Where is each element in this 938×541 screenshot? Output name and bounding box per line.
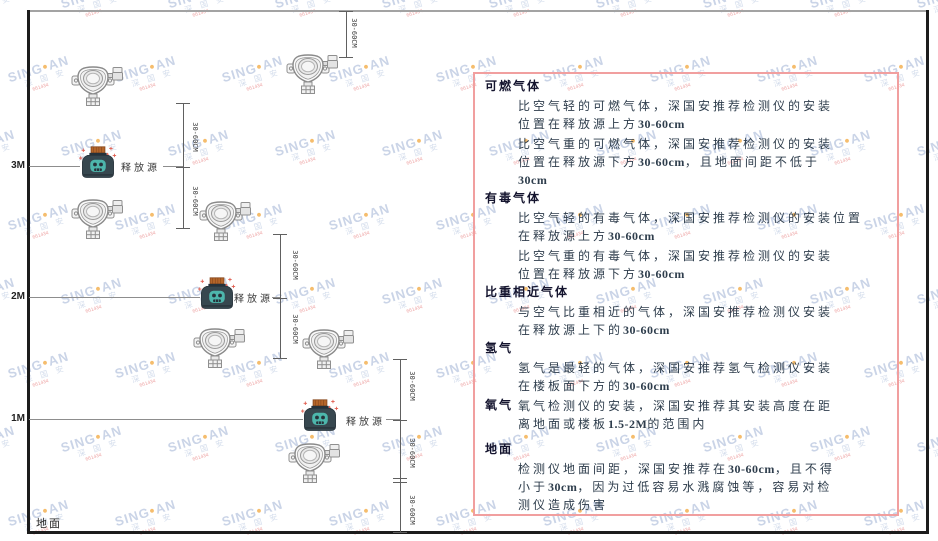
height-label-3m: 3M xyxy=(11,160,25,171)
panel-section: 地面 检测仪地面间距，深国安推荐在30-60cm，且不得 小于30cm，因为过低容易… xyxy=(485,442,885,514)
ground-line xyxy=(27,531,929,534)
section-heading: 地面 xyxy=(485,442,514,456)
dimension-tick xyxy=(339,57,353,58)
section-paragraph: 比空气重的可燃气体，深国安推荐检测仪的安装 位置在释放源下方30-60cm，且地面… xyxy=(518,137,834,187)
dimension-tick xyxy=(393,359,407,360)
dimension-label: 30-60CM xyxy=(191,122,199,152)
info-panel-content: 可燃气体比空气轻的可燃气体，深国安推荐检测仪的安装 位置在释放源上方30-60cm… xyxy=(485,79,885,514)
release-source-icon-2m xyxy=(198,276,236,309)
dimension-tick xyxy=(273,358,287,359)
section-paragraph: 比空气轻的可燃气体，深国安推荐检测仪的安装 位置在释放源上方30-60cm xyxy=(518,99,834,131)
dimension-tick xyxy=(393,420,407,421)
section-paragraph: 比空气轻的有毒气体，深国安推荐检测仪的安装位置 在释放源上方30-60cm xyxy=(518,211,864,243)
dimension-label: 30-60CM xyxy=(408,495,416,525)
section-heading: 氧气 xyxy=(485,398,514,412)
left-wall-line xyxy=(27,10,30,534)
section-heading: 可燃气体 xyxy=(485,79,542,93)
height-label-1m: 1M xyxy=(11,413,25,424)
release-source-label-3m: 释放源 xyxy=(121,163,160,174)
dimension-line-3m xyxy=(183,103,184,228)
gas-detector-icon-below-3m-source xyxy=(71,197,123,239)
panel-section: 可燃气体比空气轻的可燃气体，深国安推荐检测仪的安装 位置在释放源上方30-60cm… xyxy=(485,79,885,189)
guide-line-3m xyxy=(29,166,80,167)
dimension-tick xyxy=(393,478,407,479)
dimension-tick xyxy=(393,532,407,533)
panel-section: 有毒气体比空气轻的有毒气体，深国安推荐检测仪的安装位置 在释放源上方30-60cm… xyxy=(485,191,885,283)
gas-detector-icon-below-1m-source xyxy=(288,441,340,483)
gas-detector-icon-above-2m-source xyxy=(199,199,251,241)
section-heading: 氢气 xyxy=(485,341,514,355)
release-source-icon-1m xyxy=(301,398,339,431)
dimension-tick xyxy=(176,228,190,229)
section-heading: 有毒气体 xyxy=(485,191,542,205)
dimension-label: 30-60CM xyxy=(291,250,299,280)
section-heading: 比重相近气体 xyxy=(485,285,570,299)
height-label-2m: 2M xyxy=(11,291,25,302)
dimension-tick xyxy=(176,103,190,104)
guide-line-1m xyxy=(29,419,303,420)
dimension-line-1m xyxy=(400,359,401,533)
connector-line-3m xyxy=(163,166,183,167)
connector-line-2m xyxy=(272,297,280,298)
release-source-label-2m: 释放源 xyxy=(234,294,273,305)
dimension-label: 30-60CM xyxy=(408,438,416,468)
section-paragraph: 与空气比重相近的气体，深国安推荐检测仪安装 在释放源上下的30-60cm xyxy=(518,305,834,337)
section-paragraph: 氧气检测仪的安装，深国安推荐其安装高度在距 离地面或楼板1.5-2M的范围内 xyxy=(518,399,834,431)
section-paragraph: 比空气重的有毒气体，深国安推荐检测仪的安装 位置在释放源下方30-60cm xyxy=(518,249,834,281)
ceiling-line xyxy=(28,10,929,12)
dimension-label: 30-60CM xyxy=(291,314,299,344)
dimension-tick xyxy=(339,11,353,12)
dimension-label: 30-60CM xyxy=(408,371,416,401)
dimension-label: 30-60CM xyxy=(350,18,358,48)
gas-detector-icon-above-1m-source xyxy=(302,327,354,369)
connector-line-1m xyxy=(386,419,400,420)
dimension-tick xyxy=(273,234,287,235)
section-paragraph: 氢气是最轻的气体，深国安推荐氢气检测仪安装 在楼板面下方的30-60cm xyxy=(518,361,834,393)
release-source-label-1m: 释放源 xyxy=(346,417,385,428)
ground-label: 地面 xyxy=(36,518,62,530)
dimension-tick xyxy=(273,298,287,299)
guide-line-2m xyxy=(29,297,200,298)
gas-detector-icon-ceiling xyxy=(286,52,338,94)
dimension-tick xyxy=(176,167,190,168)
release-source-icon-3m xyxy=(79,145,117,178)
info-panel: 可燃气体比空气轻的可燃气体，深国安推荐检测仪的安装 位置在释放源上方30-60cm… xyxy=(473,72,899,516)
dimension-line-ceiling xyxy=(346,11,347,57)
dimension-line-2m xyxy=(280,234,281,358)
dimension-tick xyxy=(393,482,407,483)
section-paragraph: 检测仪地面间距，深国安推荐在30-60cm，且不得 小于30cm，因为过低容易水溅… xyxy=(518,462,835,512)
panel-section: 氧气 氧气检测仪的安装，深国安推荐其安装高度在距 离地面或楼板1.5-2M的范围内 xyxy=(485,397,885,433)
gas-detector-icon-below-2m-source xyxy=(193,326,245,368)
gas-detector-icon-above-3m-source xyxy=(71,64,123,106)
right-wall-line xyxy=(926,10,929,534)
panel-section: 氢气 氢气是最轻的气体，深国安推荐氢气检测仪安装 在楼板面下方的30-60cm xyxy=(485,341,885,395)
panel-section: 比重相近气体与空气比重相近的气体，深国安推荐检测仪安装 在释放源上下的30-60c… xyxy=(485,285,885,339)
